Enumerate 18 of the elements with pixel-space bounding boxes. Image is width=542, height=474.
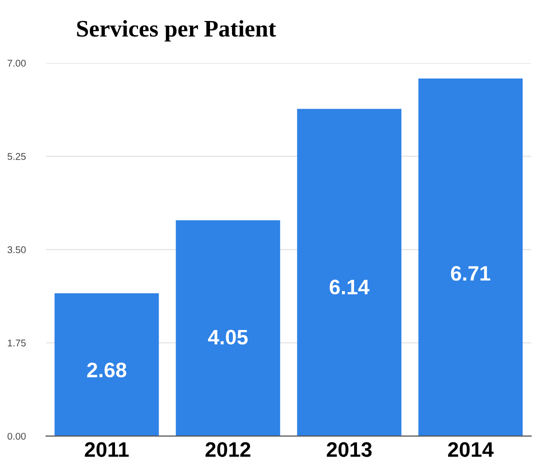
bar — [297, 108, 402, 436]
x-tick-label: 2014 — [448, 442, 494, 457]
y-tick-label: 3.50 — [8, 246, 26, 254]
x-tick-label: 2013 — [326, 442, 372, 457]
bar — [54, 293, 159, 436]
chart-title: Services per Patient — [77, 20, 276, 42]
data-label: 6.71 — [451, 266, 490, 281]
data-label: 6.14 — [330, 280, 370, 294]
x-tick-label: 2011 — [84, 442, 129, 457]
y-tick-label: 0.00 — [8, 432, 26, 440]
x-tick-label: 2012 — [206, 442, 250, 457]
data-label: 4.05 — [208, 330, 248, 345]
y-tick-label: 1.75 — [8, 340, 26, 346]
y-tick-label: 7.00 — [8, 60, 26, 67]
data-label: 2.68 — [87, 362, 126, 378]
bar — [418, 78, 523, 436]
y-tick-label: 5.25 — [8, 153, 26, 160]
bar — [176, 220, 280, 436]
